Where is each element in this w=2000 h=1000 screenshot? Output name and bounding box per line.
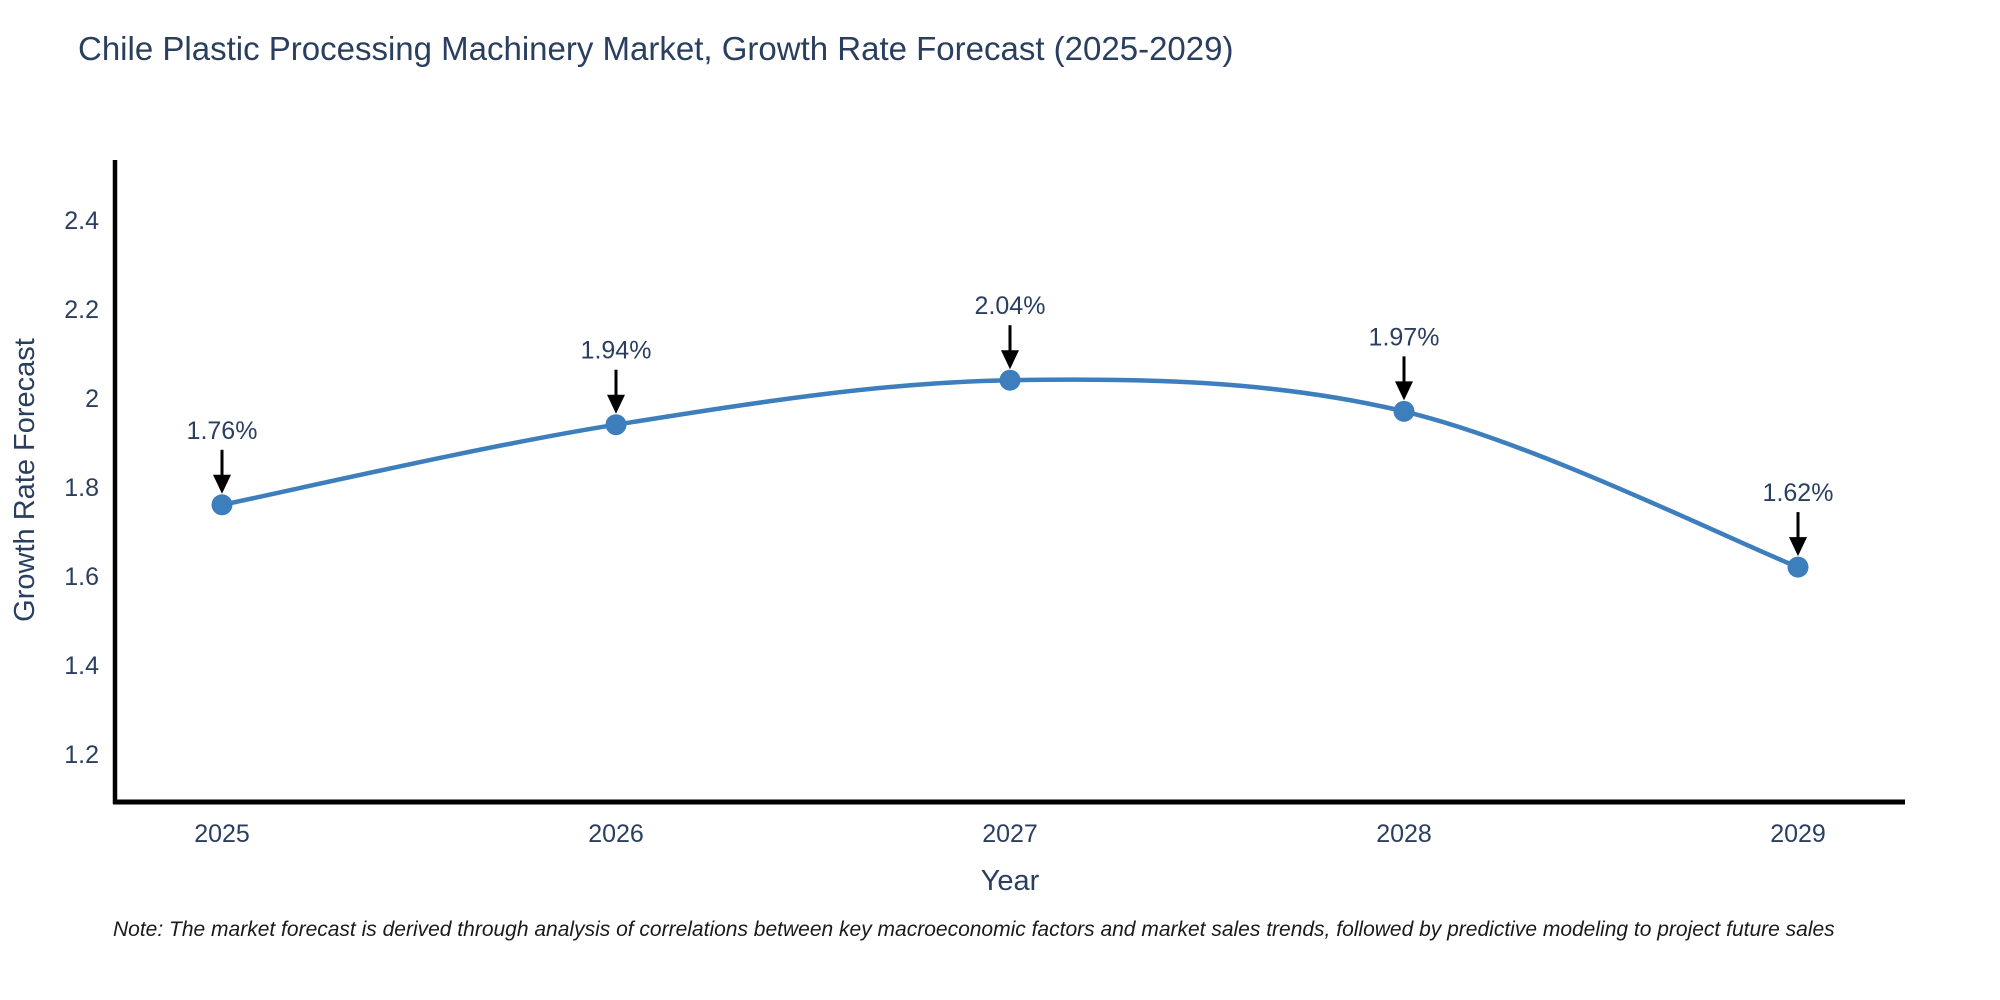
annotation-label: 1.94% [581,337,652,365]
y-tick-label: 1.8 [64,474,99,502]
series-line [219,377,1801,570]
y-tick-label: 1.2 [64,741,99,769]
x-tick-label: 2028 [1376,820,1432,848]
annotation-arrowhead [213,474,231,494]
annotation-arrowhead [1789,537,1807,557]
annotation-arrowhead [1395,381,1413,401]
annotation-arrowhead [607,394,625,414]
annotation-label: 2.04% [975,292,1046,320]
annotation-label: 1.62% [1763,479,1834,507]
x-tick-label: 2026 [588,820,644,848]
chart-title: Chile Plastic Processing Machinery Marke… [78,30,1234,67]
data-point-marker [1393,400,1415,422]
footnote: Note: The market forecast is derived thr… [113,918,1835,941]
annotation-label: 1.97% [1369,323,1440,351]
annotation-label: 1.76% [187,417,258,445]
x-tick-label: 2027 [982,820,1038,848]
data-point-marker [1787,556,1809,578]
y-tick-label: 2 [85,385,99,413]
y-axis-title: Growth Rate Forecast [9,338,41,622]
data-point-marker [999,369,1021,391]
data-point-marker [605,414,627,436]
annotation-arrowhead [1001,350,1019,370]
x-axis-title: Year [981,865,1040,897]
y-tick-label: 2.4 [64,207,99,235]
y-tick-label: 2.2 [64,296,99,324]
data-point-marker [211,494,233,516]
y-tick-label: 1.6 [64,563,99,591]
x-tick-label: 2025 [194,820,250,848]
x-tick-label: 2029 [1770,820,1826,848]
y-tick-label: 1.4 [64,652,99,680]
